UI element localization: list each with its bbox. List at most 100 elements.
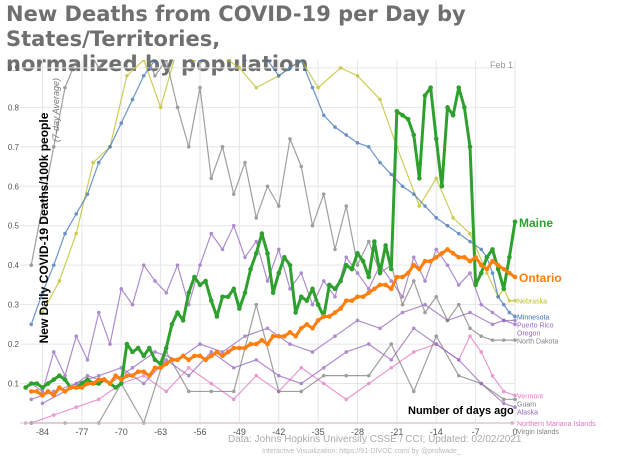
data-point xyxy=(85,373,90,378)
data-point xyxy=(434,176,439,181)
data-point xyxy=(355,141,360,145)
series-alaska xyxy=(29,326,517,410)
data-point xyxy=(456,85,462,90)
data-point xyxy=(456,283,461,287)
y-tick-label: 0.1 xyxy=(8,380,20,389)
data-point xyxy=(265,326,270,331)
x-tick-label: -42 xyxy=(272,427,285,437)
data-point xyxy=(288,137,292,141)
data-point xyxy=(231,223,236,228)
data-point xyxy=(23,385,28,390)
data-point xyxy=(343,298,349,303)
data-point xyxy=(355,251,360,256)
data-point xyxy=(221,46,225,50)
data-point xyxy=(456,254,462,260)
data-point xyxy=(372,239,377,244)
data-point xyxy=(203,278,208,284)
data-point xyxy=(468,334,472,338)
data-point xyxy=(265,341,270,347)
data-point xyxy=(468,326,472,331)
data-point xyxy=(198,60,202,62)
data-point xyxy=(400,302,405,307)
data-point xyxy=(248,266,253,272)
data-point xyxy=(423,279,427,283)
data-point xyxy=(513,298,517,303)
data-point xyxy=(512,274,518,280)
data-point xyxy=(40,389,45,394)
data-point xyxy=(237,345,242,351)
data-point xyxy=(310,302,315,307)
data-point xyxy=(434,342,439,346)
data-point xyxy=(450,251,456,256)
data-point xyxy=(355,294,360,300)
data-point xyxy=(147,373,152,378)
data-point xyxy=(501,401,506,406)
data-point xyxy=(293,333,298,339)
data-point xyxy=(383,282,388,288)
data-point xyxy=(321,192,326,196)
data-point xyxy=(501,318,506,323)
data-point xyxy=(119,287,124,291)
data-point xyxy=(74,381,79,386)
data-point xyxy=(225,294,231,300)
data-point xyxy=(411,262,417,268)
data-point xyxy=(473,254,478,260)
data-point xyxy=(321,113,326,118)
data-point xyxy=(276,270,282,276)
data-point xyxy=(254,358,259,362)
series-line-north-dakota xyxy=(30,60,515,341)
data-point xyxy=(186,357,192,363)
data-point xyxy=(445,223,450,228)
data-point xyxy=(96,397,101,402)
data-point xyxy=(130,97,135,102)
y-tick-label: 0.9 xyxy=(8,64,20,73)
data-point xyxy=(231,397,236,402)
data-point xyxy=(29,263,34,267)
y-tick-label: 0.6 xyxy=(8,182,20,191)
data-point xyxy=(507,310,512,315)
data-point xyxy=(394,274,400,280)
data-point xyxy=(62,389,68,394)
data-point xyxy=(130,365,135,370)
data-point xyxy=(254,239,259,244)
data-point xyxy=(349,298,355,303)
data-point xyxy=(29,397,34,402)
data-point xyxy=(468,271,472,275)
data-point xyxy=(496,294,500,299)
data-point xyxy=(377,282,383,288)
data-point xyxy=(142,46,146,50)
data-point xyxy=(484,266,490,272)
axes: -84 -77 -70 -63 -56 -49 -42 -35 -28 -21 -14 -7 00.10… xyxy=(8,64,518,437)
data-point xyxy=(478,262,484,268)
data-point xyxy=(299,60,304,62)
data-point xyxy=(85,192,90,196)
data-point xyxy=(490,310,495,315)
data-point xyxy=(439,183,445,189)
data-point xyxy=(411,326,416,331)
data-point xyxy=(96,310,101,315)
series-ontario xyxy=(28,247,518,398)
data-point xyxy=(220,145,225,149)
data-point xyxy=(355,318,360,323)
data-point xyxy=(243,60,247,62)
data-point xyxy=(456,358,461,362)
data-point xyxy=(450,112,456,118)
data-point xyxy=(389,279,394,283)
data-point xyxy=(124,341,130,347)
data-point xyxy=(259,231,265,236)
data-point xyxy=(186,373,191,378)
data-point xyxy=(265,184,270,189)
data-point xyxy=(231,389,236,394)
series-label-north-dakota: North Dakota xyxy=(517,338,558,345)
data-point xyxy=(333,334,337,338)
series-label-ontario: Ontario xyxy=(519,271,562,285)
data-point xyxy=(501,397,506,402)
data-point xyxy=(74,60,79,62)
data-point xyxy=(243,255,247,260)
data-point xyxy=(180,353,186,359)
data-point xyxy=(175,357,180,363)
data-point xyxy=(484,254,490,260)
data-point xyxy=(405,270,411,276)
data-point xyxy=(366,342,371,346)
data-point xyxy=(187,46,191,50)
